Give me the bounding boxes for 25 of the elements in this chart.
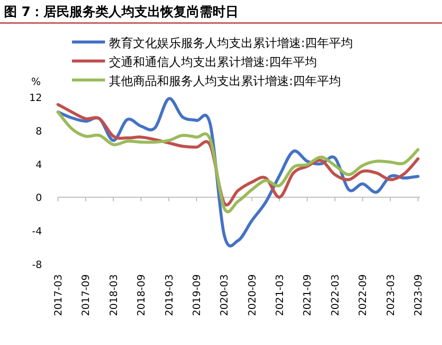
x-tick-label: 2017-09 — [81, 274, 92, 316]
y-tick-label: -8 — [32, 260, 42, 271]
x-tick-label: 2020-09 — [247, 274, 258, 316]
x-tick-label: 2018-03 — [108, 274, 120, 316]
legend-label: 教育文化娱乐服务人均支出累计增速:四年平均 — [109, 36, 354, 50]
x-tick-label: 2022-09 — [358, 274, 370, 316]
y-axis-title: % — [31, 77, 41, 88]
x-tick-label: 2023-03 — [386, 274, 397, 316]
x-tick-label: 2020-03 — [220, 274, 231, 316]
legend-label: 交通和通信人均支出累计增速:四年平均 — [109, 55, 318, 69]
y-tick-label: 0 — [36, 193, 42, 204]
y-tick-label: 4 — [36, 160, 42, 171]
x-tick-label: 2018-09 — [136, 274, 148, 316]
x-tick-label: 2019-03 — [164, 274, 176, 316]
x-tick-label: 2021-03 — [275, 274, 286, 316]
y-tick-label: 8 — [36, 126, 42, 138]
y-tick-label: -4 — [32, 226, 42, 238]
y-tick-label: 12 — [29, 93, 42, 104]
x-tick-label: 2023-09 — [414, 274, 424, 316]
legend-label: 其他商品和服务人均支出累计增速:四年平均 — [109, 74, 342, 88]
x-tick-label: 2017-03 — [54, 274, 64, 316]
chart-title: 图 7：居民服务类人均支出恢复尚需时日 — [4, 5, 239, 20]
x-tick-label: 2021-09 — [302, 274, 314, 316]
x-tick-label: 2022-03 — [330, 274, 342, 316]
x-tick-label: 2019-09 — [192, 274, 203, 316]
